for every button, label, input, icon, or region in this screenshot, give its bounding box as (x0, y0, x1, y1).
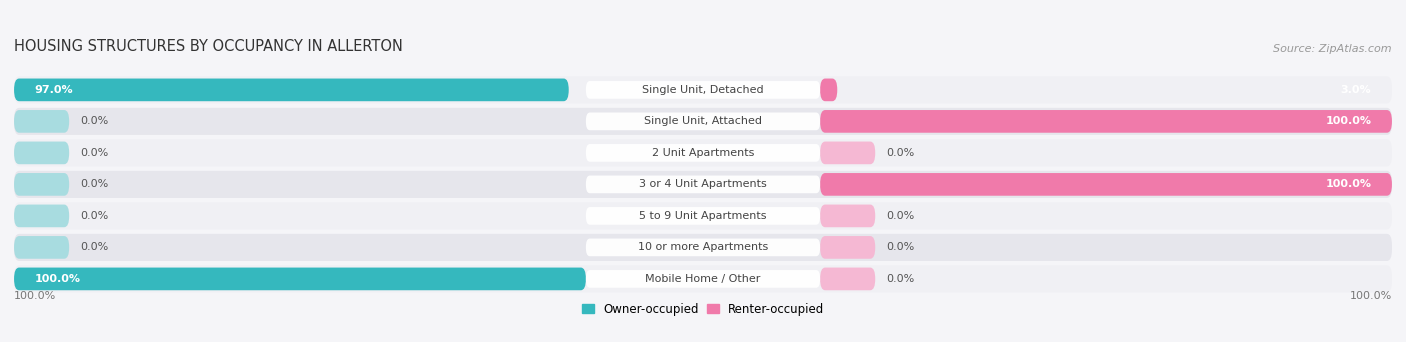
Text: 100.0%: 100.0% (1326, 180, 1371, 189)
FancyBboxPatch shape (820, 205, 876, 227)
Text: 0.0%: 0.0% (80, 211, 108, 221)
Text: Mobile Home / Other: Mobile Home / Other (645, 274, 761, 284)
FancyBboxPatch shape (14, 110, 69, 133)
Text: 0.0%: 0.0% (80, 180, 108, 189)
FancyBboxPatch shape (14, 171, 1392, 198)
FancyBboxPatch shape (586, 270, 820, 288)
Text: 0.0%: 0.0% (886, 148, 914, 158)
Text: Source: ZipAtlas.com: Source: ZipAtlas.com (1274, 44, 1392, 54)
FancyBboxPatch shape (14, 205, 69, 227)
FancyBboxPatch shape (586, 113, 820, 130)
Text: 10 or more Apartments: 10 or more Apartments (638, 242, 768, 252)
FancyBboxPatch shape (14, 142, 69, 164)
FancyBboxPatch shape (820, 267, 876, 290)
FancyBboxPatch shape (820, 142, 876, 164)
FancyBboxPatch shape (14, 202, 1392, 229)
Text: 100.0%: 100.0% (1350, 291, 1392, 301)
FancyBboxPatch shape (820, 110, 1392, 133)
Legend: Owner-occupied, Renter-occupied: Owner-occupied, Renter-occupied (582, 303, 824, 316)
FancyBboxPatch shape (14, 234, 1392, 261)
FancyBboxPatch shape (14, 139, 1392, 167)
FancyBboxPatch shape (14, 76, 1392, 103)
Text: Single Unit, Attached: Single Unit, Attached (644, 116, 762, 127)
Text: 100.0%: 100.0% (1326, 116, 1371, 127)
FancyBboxPatch shape (586, 144, 820, 162)
Text: 5 to 9 Unit Apartments: 5 to 9 Unit Apartments (640, 211, 766, 221)
Text: Single Unit, Detached: Single Unit, Detached (643, 85, 763, 95)
Text: 0.0%: 0.0% (80, 148, 108, 158)
Text: 0.0%: 0.0% (886, 242, 914, 252)
FancyBboxPatch shape (14, 173, 69, 196)
FancyBboxPatch shape (586, 207, 820, 225)
FancyBboxPatch shape (14, 267, 586, 290)
FancyBboxPatch shape (14, 108, 1392, 135)
Text: 0.0%: 0.0% (80, 242, 108, 252)
FancyBboxPatch shape (586, 239, 820, 256)
FancyBboxPatch shape (586, 175, 820, 193)
Text: 100.0%: 100.0% (14, 291, 56, 301)
Text: 0.0%: 0.0% (886, 274, 914, 284)
Text: 97.0%: 97.0% (35, 85, 73, 95)
FancyBboxPatch shape (820, 173, 1392, 196)
FancyBboxPatch shape (586, 81, 820, 99)
FancyBboxPatch shape (820, 236, 876, 259)
Text: 0.0%: 0.0% (886, 211, 914, 221)
Text: 2 Unit Apartments: 2 Unit Apartments (652, 148, 754, 158)
Text: 0.0%: 0.0% (80, 116, 108, 127)
FancyBboxPatch shape (14, 236, 69, 259)
Text: 100.0%: 100.0% (35, 274, 80, 284)
FancyBboxPatch shape (14, 79, 568, 101)
FancyBboxPatch shape (14, 265, 1392, 292)
FancyBboxPatch shape (820, 79, 838, 101)
Text: HOUSING STRUCTURES BY OCCUPANCY IN ALLERTON: HOUSING STRUCTURES BY OCCUPANCY IN ALLER… (14, 39, 404, 54)
Text: 3 or 4 Unit Apartments: 3 or 4 Unit Apartments (640, 180, 766, 189)
Text: 3.0%: 3.0% (1341, 85, 1371, 95)
